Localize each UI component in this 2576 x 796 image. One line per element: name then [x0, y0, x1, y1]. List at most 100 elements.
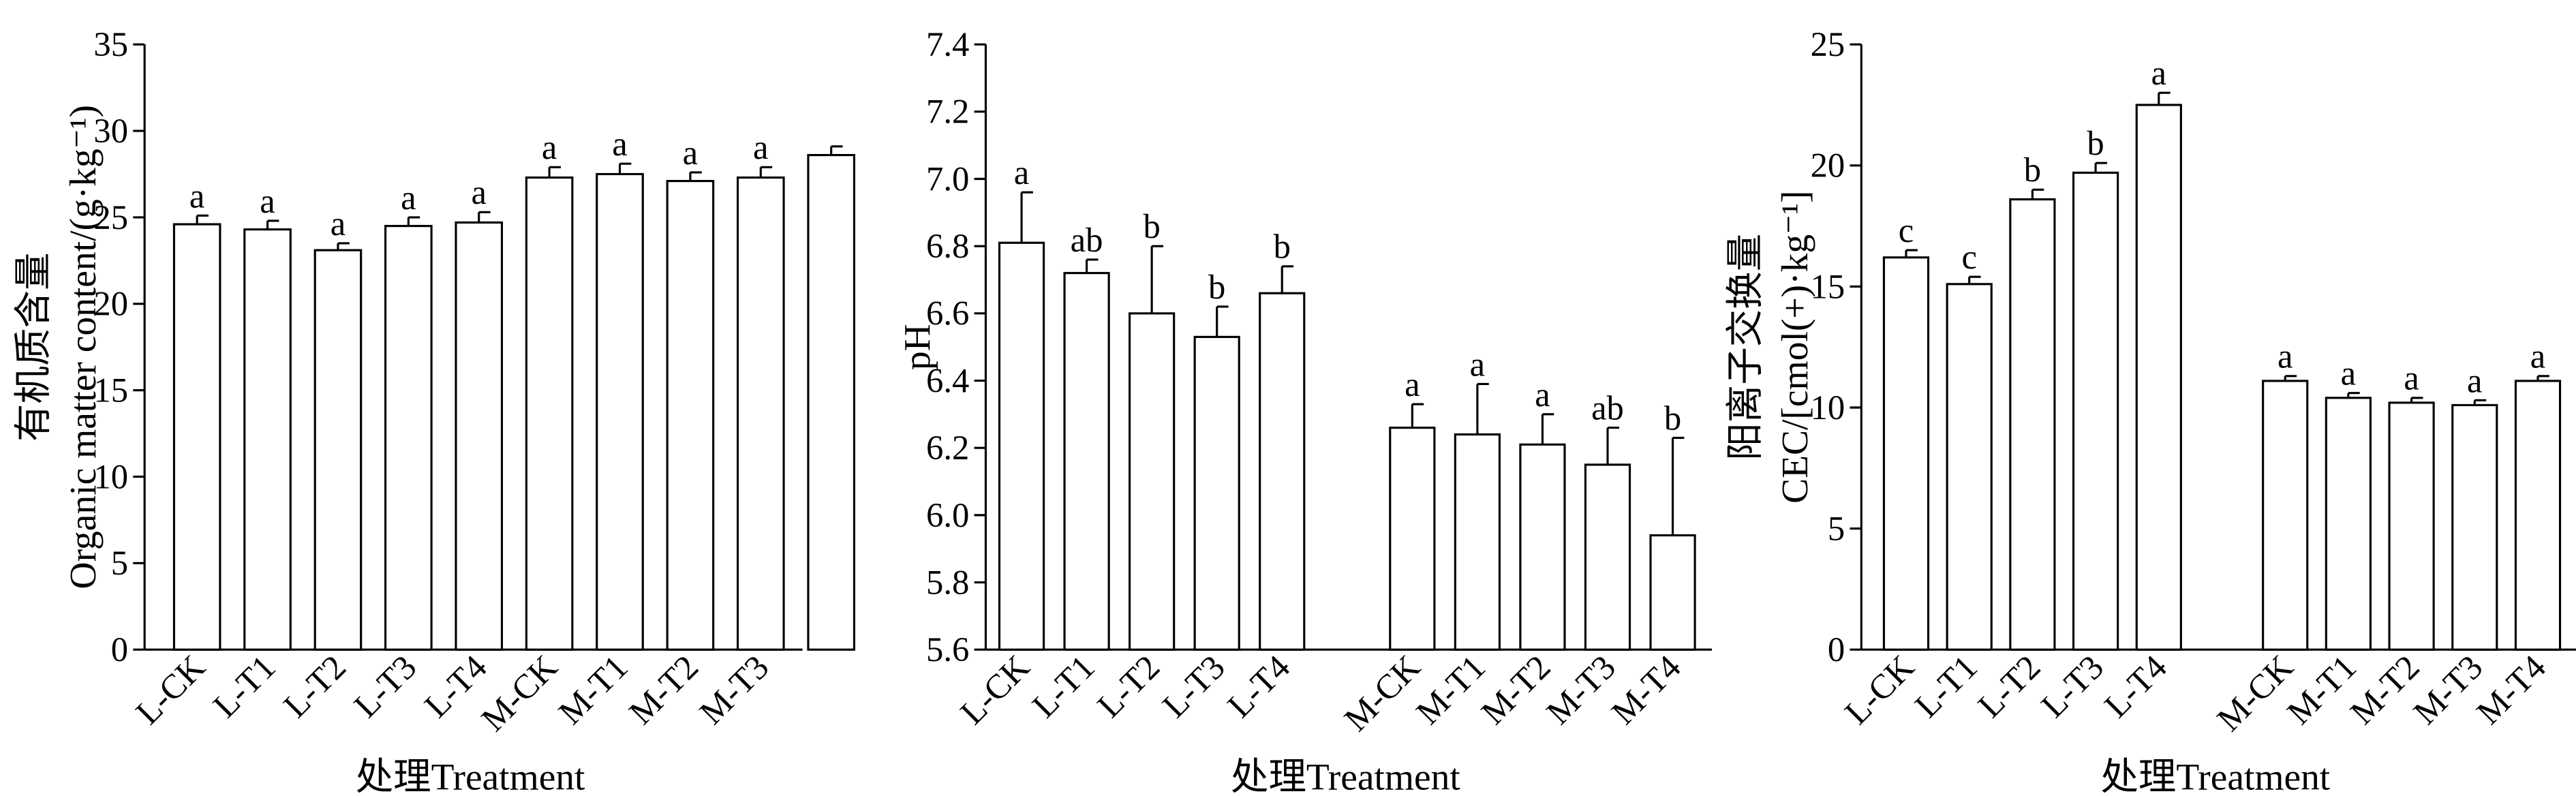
- significance-letter: a: [260, 182, 275, 220]
- x-axis-label: 处理Treatment: [2100, 756, 2330, 796]
- significance-letter: a: [1014, 153, 1029, 192]
- bar: [1584, 463, 1631, 651]
- significance-letter: a: [1535, 376, 1550, 414]
- bar: [2451, 403, 2498, 651]
- bar: [998, 241, 1045, 651]
- x-tick-label: L-T2: [1970, 647, 2047, 724]
- y-tick-label: 10: [93, 457, 128, 495]
- significance-letter: b: [1664, 399, 1681, 437]
- significance-letter: ab: [1591, 389, 1624, 427]
- x-tick-label: L-T2: [1090, 647, 1167, 724]
- y-tick-label: 5.6: [926, 630, 969, 669]
- x-tick-label: M-CK: [1337, 647, 1428, 738]
- y-tick-label: 0: [111, 630, 128, 669]
- bar: [2262, 380, 2309, 651]
- bar: [2325, 397, 2372, 651]
- significance-letter: b: [1143, 207, 1160, 245]
- y-tick-label: 0: [1828, 630, 1845, 669]
- x-tick-label: M-T2: [2343, 647, 2427, 731]
- x-tick-label: M-CK: [474, 647, 564, 738]
- bar: [807, 153, 856, 651]
- bar: [1193, 335, 1240, 651]
- x-tick-label: L-T1: [1907, 647, 1984, 724]
- significance-letter: a: [2341, 354, 2356, 393]
- y-tick-label: 15: [1811, 267, 1845, 305]
- significance-letter: b: [2024, 151, 2041, 189]
- bar: [736, 176, 785, 651]
- y-tick-label: 35: [93, 25, 128, 63]
- x-tick-label: L-CK: [128, 647, 212, 732]
- bar: [1882, 256, 1930, 651]
- y-axis-label: Organic matter content/(g·kg⁻¹): [62, 105, 104, 590]
- x-tick-label: L-T4: [2097, 647, 2174, 724]
- x-tick-label: M-T3: [2406, 647, 2489, 731]
- y-tick-label: 5: [1828, 509, 1845, 547]
- significance-letter: a: [612, 125, 627, 163]
- x-tick-label: M-T1: [551, 647, 635, 731]
- significance-letter: b: [1274, 228, 1291, 266]
- bar: [1946, 283, 1993, 651]
- bar: [1649, 534, 1696, 651]
- significance-letter: a: [1470, 345, 1485, 383]
- y-tick-label: 5.8: [926, 563, 969, 601]
- significance-letter: a: [189, 177, 204, 215]
- significance-letter: c: [1899, 211, 1914, 249]
- y-tick-label: 6.4: [926, 361, 969, 399]
- x-tick-label: L-T4: [1220, 647, 1297, 724]
- bar: [1519, 443, 1566, 651]
- y-tick-label: 6.0: [926, 496, 969, 534]
- bar: [384, 225, 433, 651]
- bar: [525, 176, 574, 651]
- x-tick-label: L-T3: [346, 647, 423, 724]
- y-axis-label: pH: [896, 324, 938, 370]
- x-tick-label: L-CK: [1837, 647, 1921, 732]
- significance-letter: b: [2087, 124, 2104, 162]
- x-axis-label: 处理Treatment: [1231, 756, 1460, 796]
- y-tick-label: 10: [1811, 388, 1845, 427]
- y-tick-label: 6.8: [926, 227, 969, 265]
- bar: [2135, 104, 2182, 651]
- x-tick-label: M-T2: [622, 647, 705, 731]
- bar: [1454, 433, 1501, 651]
- x-tick-label: M-T1: [1409, 647, 1492, 731]
- x-axis-label: 处理Treatment: [356, 756, 585, 796]
- significance-letter: a: [753, 128, 768, 166]
- bar: [596, 172, 644, 651]
- x-tick-label: L-T3: [2034, 647, 2111, 724]
- bar: [172, 223, 221, 651]
- y-tick-label: 7.2: [926, 93, 969, 131]
- significance-letter: a: [2467, 361, 2482, 399]
- bar: [2514, 380, 2562, 651]
- y-axis-label: 阳离子交换量: [1724, 234, 1766, 461]
- bar: [1129, 312, 1176, 651]
- bar: [2072, 171, 2119, 651]
- bar: [1259, 292, 1306, 651]
- x-tick-label: M-T3: [1539, 647, 1623, 731]
- y-axis-label: 有机质含量: [13, 252, 55, 442]
- significance-letter: a: [542, 128, 557, 166]
- significance-letter: a: [2278, 337, 2293, 376]
- significance-letter: a: [1405, 365, 1420, 403]
- bar: [313, 249, 363, 651]
- significance-letter: a: [471, 173, 486, 211]
- significance-letter: b: [1208, 268, 1225, 306]
- x-tick-label: M-CK: [2209, 647, 2300, 738]
- y-tick-label: 6.2: [926, 429, 969, 467]
- y-tick-label: 20: [93, 285, 128, 323]
- significance-letter: a: [2404, 359, 2419, 397]
- y-tick-label: 30: [93, 112, 128, 150]
- x-tick-label: M-T3: [692, 647, 776, 731]
- y-axis-label: CEC/[cmol(+)·kg⁻¹]: [1774, 190, 1815, 503]
- x-tick-label: M-T4: [1604, 647, 1688, 731]
- significance-letter: c: [1961, 238, 1976, 276]
- y-tick-label: 5: [111, 544, 128, 582]
- significance-letter: a: [331, 204, 346, 243]
- significance-letter: a: [2530, 337, 2545, 376]
- y-tick-label: 15: [93, 371, 128, 409]
- y-tick-label: 25: [93, 198, 128, 236]
- bar: [1389, 427, 1436, 651]
- y-tick-label: 7.4: [926, 25, 969, 63]
- bar: [455, 221, 504, 651]
- bar: [2388, 401, 2435, 651]
- y-tick-label: 25: [1811, 25, 1845, 63]
